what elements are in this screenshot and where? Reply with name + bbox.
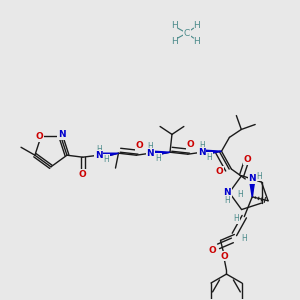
Text: O: O: [220, 252, 228, 261]
Text: H: H: [193, 37, 200, 46]
Text: N: N: [224, 188, 231, 197]
Polygon shape: [102, 153, 119, 157]
Text: N: N: [95, 151, 103, 160]
Text: H: H: [242, 234, 247, 243]
Text: O: O: [35, 132, 43, 141]
Text: N: N: [146, 149, 154, 158]
Text: H: H: [147, 142, 153, 151]
Text: H: H: [256, 172, 262, 181]
Text: H: H: [171, 37, 178, 46]
Text: H: H: [96, 145, 101, 154]
Text: H: H: [171, 21, 178, 30]
Text: H: H: [207, 153, 212, 162]
Text: N: N: [198, 148, 206, 157]
Text: H: H: [104, 155, 110, 164]
Polygon shape: [206, 150, 221, 154]
Text: H: H: [237, 190, 243, 199]
Text: N: N: [248, 175, 256, 184]
Text: N: N: [58, 130, 66, 139]
Polygon shape: [154, 151, 170, 155]
Text: H: H: [193, 21, 200, 30]
Text: O: O: [79, 169, 87, 178]
Text: H: H: [155, 154, 161, 163]
Text: H: H: [199, 141, 205, 150]
Text: H: H: [233, 214, 239, 223]
Text: C: C: [184, 28, 190, 38]
Text: O: O: [244, 155, 251, 164]
Text: O: O: [209, 246, 217, 255]
Text: H: H: [224, 196, 230, 205]
Polygon shape: [250, 181, 255, 197]
Text: O: O: [135, 141, 143, 150]
Text: O: O: [187, 140, 195, 149]
Text: O: O: [216, 167, 224, 176]
